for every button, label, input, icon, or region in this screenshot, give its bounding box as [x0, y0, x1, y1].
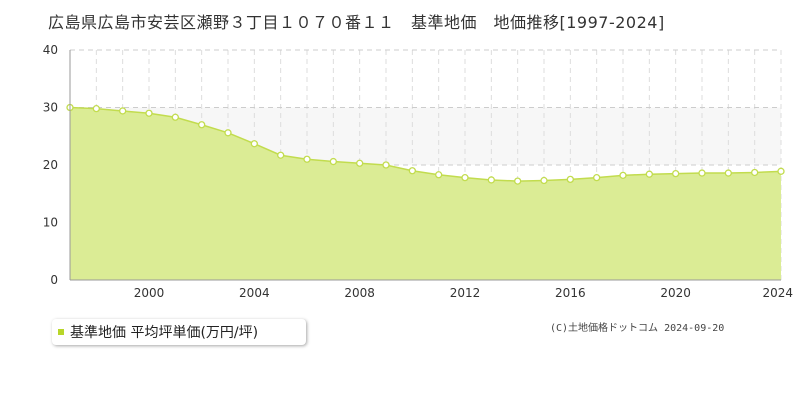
data-point — [198, 121, 206, 129]
legend-label: 基準地価 平均坪単価(万円/坪) — [70, 325, 259, 341]
x-tick-label: 2020 — [660, 286, 691, 300]
y-tick-label: 0 — [50, 273, 58, 287]
data-point — [461, 173, 469, 182]
data-point — [145, 109, 153, 117]
legend: 基準地価 平均坪単価(万円/坪) — [52, 319, 306, 345]
data-point — [303, 155, 311, 163]
data-point — [514, 177, 522, 185]
data-point — [698, 169, 706, 177]
y-tick-labels: 0 10 20 30 40 — [43, 43, 58, 287]
x-tick-label: 2004 — [239, 286, 270, 300]
x-tick-label: 2000 — [134, 286, 165, 300]
data-point — [645, 170, 653, 178]
x-tick-labels: 2000 2004 2008 2012 2016 2020 2024 — [134, 286, 793, 300]
data-point — [435, 171, 443, 179]
data-point — [119, 107, 127, 115]
copyright: (C)土地価格ドットコム 2024-09-20 — [550, 323, 725, 334]
data-point — [619, 171, 627, 180]
x-tick-label: 2008 — [344, 286, 375, 300]
area-fill — [70, 107, 781, 280]
data-point — [224, 129, 232, 137]
data-point — [171, 113, 179, 121]
chart-title: 広島県広島市安芸区瀬野３丁目１０７０番１１ 基準地価 地価推移[1997-202… — [48, 13, 665, 32]
data-point — [751, 168, 759, 177]
y-tick-label: 30 — [43, 101, 58, 115]
y-tick-label: 20 — [43, 158, 58, 172]
data-point — [382, 161, 390, 169]
data-point — [672, 169, 680, 178]
data-point — [724, 169, 732, 177]
axes — [69, 50, 781, 281]
data-point — [777, 167, 785, 175]
data-point — [593, 173, 601, 182]
y-tick-label: 40 — [43, 43, 58, 57]
data-point — [566, 175, 574, 184]
data-point — [329, 157, 337, 166]
data-point — [487, 176, 495, 184]
area-line — [69, 106, 782, 182]
y-tick-label: 10 — [43, 216, 58, 230]
data-point — [92, 105, 100, 113]
data-points — [66, 103, 785, 185]
data-point — [356, 159, 364, 167]
x-tick-label: 2016 — [555, 286, 586, 300]
data-point — [540, 176, 548, 185]
x-tick-label: 2012 — [450, 286, 481, 300]
x-tick-label: 2024 — [762, 286, 793, 300]
data-point — [408, 167, 416, 175]
legend-swatch — [58, 329, 64, 335]
data-point — [250, 140, 258, 148]
data-point — [277, 151, 285, 159]
